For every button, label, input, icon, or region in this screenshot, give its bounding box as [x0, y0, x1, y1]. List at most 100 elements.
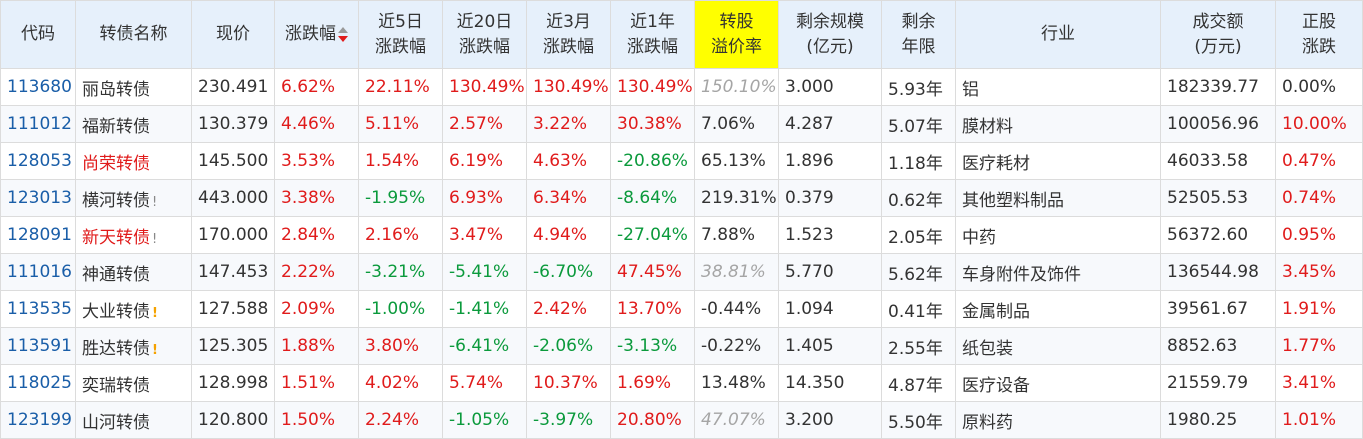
table-row[interactable]: 128053 尚荣转债 145.500 3.53% 1.54% 6.19% 4.63% -20… [0, 142, 1363, 180]
cell-code[interactable]: 123013 [0, 179, 76, 217]
cell-chg20: -1.41% [442, 290, 527, 328]
cell-industry: 原料药 [955, 401, 1161, 439]
column-header-chg5[interactable]: 近5日 涨跌幅 [358, 0, 443, 69]
cell-years: 0.41年 [881, 290, 956, 328]
cell-chg20: 5.74% [442, 364, 527, 402]
cell-name[interactable]: 胜达转债! [75, 327, 192, 365]
cell-chg20: 6.19% [442, 142, 527, 180]
cell-code[interactable]: 128053 [0, 142, 76, 180]
cell-premium: 219.31% [694, 179, 779, 217]
bond-name: 大业转债 [82, 301, 150, 322]
table-row[interactable]: 118025 奕瑞转债 128.998 1.51% 4.02% 5.74% 10.37% 1.… [0, 364, 1363, 402]
column-header-label: 现价 [216, 24, 250, 44]
column-header-name[interactable]: 转债名称 [75, 0, 192, 69]
cell-chg: 3.53% [274, 142, 359, 180]
cell-premium: 7.06% [694, 105, 779, 143]
cell-code[interactable]: 111012 [0, 105, 76, 143]
table-row[interactable]: 111016 神通转债 147.453 2.22% -3.21% -5.41% -6.70%… [0, 253, 1363, 291]
cell-industry: 膜材料 [955, 105, 1161, 143]
cell-code[interactable]: 111016 [0, 253, 76, 291]
cell-chg: 1.50% [274, 401, 359, 439]
column-header-industry[interactable]: 行业 [955, 0, 1161, 69]
cell-name[interactable]: 新天转债! [75, 216, 192, 254]
cell-code[interactable]: 113680 [0, 68, 76, 106]
cell-industry: 纸包装 [955, 327, 1161, 365]
cell-chg: 3.38% [274, 179, 359, 217]
column-header-size[interactable]: 剩余规模 (亿元) [778, 0, 882, 69]
cell-code[interactable]: 113535 [0, 290, 76, 328]
cell-chg5: 3.80% [358, 327, 443, 365]
column-header-label: 正股 涨跌 [1302, 11, 1336, 57]
cell-volume: 136544.98 [1160, 253, 1276, 291]
cell-chg5: 4.02% [358, 364, 443, 402]
table-row[interactable]: 123013 横河转债! 443.000 3.38% -1.95% 6.93% 6.34% -… [0, 179, 1363, 217]
column-header-code[interactable]: 代码 [0, 0, 76, 69]
cell-chg5: -1.00% [358, 290, 443, 328]
table-header: 代码 转债名称 现价 涨跌幅 近5日 涨跌幅 近20日 涨跌幅 近3月 涨跌幅 近1年 涨跌幅 转股 溢价… [0, 0, 1363, 69]
sort-indicator-icon[interactable] [338, 26, 348, 42]
column-header-chg[interactable]: 涨跌幅 [274, 0, 359, 69]
cell-years: 2.55年 [881, 327, 956, 365]
warning-flag-icon[interactable]: ! [152, 305, 158, 321]
cell-chg3m: -3.97% [526, 401, 611, 439]
cell-price: 130.379 [191, 105, 275, 143]
cell-size: 1.523 [778, 216, 882, 254]
warning-flag-icon[interactable]: ! [152, 231, 158, 247]
column-header-premium[interactable]: 转股 溢价率 [694, 0, 779, 69]
column-header-stock_chg[interactable]: 正股 涨跌 [1275, 0, 1363, 69]
cell-name[interactable]: 奕瑞转债 [75, 364, 192, 402]
column-header-label: 剩余规模 (亿元) [796, 11, 864, 57]
cell-chg1y: -3.13% [610, 327, 695, 365]
column-header-label: 剩余 年限 [901, 11, 936, 57]
column-header-label: 近20日 涨跌幅 [456, 11, 513, 57]
cell-chg1y: -27.04% [610, 216, 695, 254]
table-row[interactable]: 113591 胜达转债! 125.305 1.88% 3.80% -6.41% -2.06%… [0, 327, 1363, 365]
cell-stock_chg: 1.01% [1275, 401, 1363, 439]
column-header-chg20[interactable]: 近20日 涨跌幅 [442, 0, 527, 69]
cell-name[interactable]: 尚荣转债 [75, 142, 192, 180]
cell-premium: 13.48% [694, 364, 779, 402]
cell-years: 0.62年 [881, 179, 956, 217]
cell-price: 120.800 [191, 401, 275, 439]
column-header-years[interactable]: 剩余 年限 [881, 0, 956, 69]
column-header-volume[interactable]: 成交额 (万元) [1160, 0, 1276, 69]
cell-code[interactable]: 123199 [0, 401, 76, 439]
cell-volume: 182339.77 [1160, 68, 1276, 106]
cell-chg5: 5.11% [358, 105, 443, 143]
cell-chg5: -3.21% [358, 253, 443, 291]
cell-years: 4.87年 [881, 364, 956, 402]
warning-flag-icon[interactable]: ! [152, 194, 158, 210]
cell-name[interactable]: 横河转债! [75, 179, 192, 217]
sort-up-icon [338, 26, 348, 33]
cell-name[interactable]: 大业转债! [75, 290, 192, 328]
cell-name[interactable]: 山河转债 [75, 401, 192, 439]
column-header-price[interactable]: 现价 [191, 0, 275, 69]
cell-code[interactable]: 128091 [0, 216, 76, 254]
cell-volume: 21559.79 [1160, 364, 1276, 402]
cell-stock_chg: 10.00% [1275, 105, 1363, 143]
cell-name[interactable]: 丽岛转债 [75, 68, 192, 106]
cell-industry: 车身附件及饰件 [955, 253, 1161, 291]
cell-name[interactable]: 神通转债 [75, 253, 192, 291]
cell-size: 1.896 [778, 142, 882, 180]
cell-name[interactable]: 福新转债 [75, 105, 192, 143]
table-row[interactable]: 128091 新天转债! 170.000 2.84% 2.16% 3.47% 4.94% -2… [0, 216, 1363, 254]
cell-premium: 65.13% [694, 142, 779, 180]
cell-stock_chg: 0.74% [1275, 179, 1363, 217]
table-row[interactable]: 113535 大业转债! 127.588 2.09% -1.00% -1.41% 2.42%… [0, 290, 1363, 328]
warning-flag-icon[interactable]: ! [152, 342, 158, 358]
cell-code[interactable]: 118025 [0, 364, 76, 402]
column-header-chg3m[interactable]: 近3月 涨跌幅 [526, 0, 611, 69]
table-row[interactable]: 123199 山河转债 120.800 1.50% 2.24% -1.05% -3.97% 2… [0, 401, 1363, 439]
cell-code[interactable]: 113591 [0, 327, 76, 365]
cell-size: 1.094 [778, 290, 882, 328]
column-header-chg1y[interactable]: 近1年 涨跌幅 [610, 0, 695, 69]
cell-chg3m: 2.42% [526, 290, 611, 328]
column-header-label: 涨跌幅 [285, 24, 336, 44]
cell-price: 147.453 [191, 253, 275, 291]
cell-chg5: 2.16% [358, 216, 443, 254]
table-row[interactable]: 111012 福新转债 130.379 4.46% 5.11% 2.57% 3.22% 30.… [0, 105, 1363, 143]
table-row[interactable]: 113680 丽岛转债 230.491 6.62% 22.11% 130.49% 130.4… [0, 68, 1363, 106]
bond-name: 福新转债 [82, 116, 150, 137]
